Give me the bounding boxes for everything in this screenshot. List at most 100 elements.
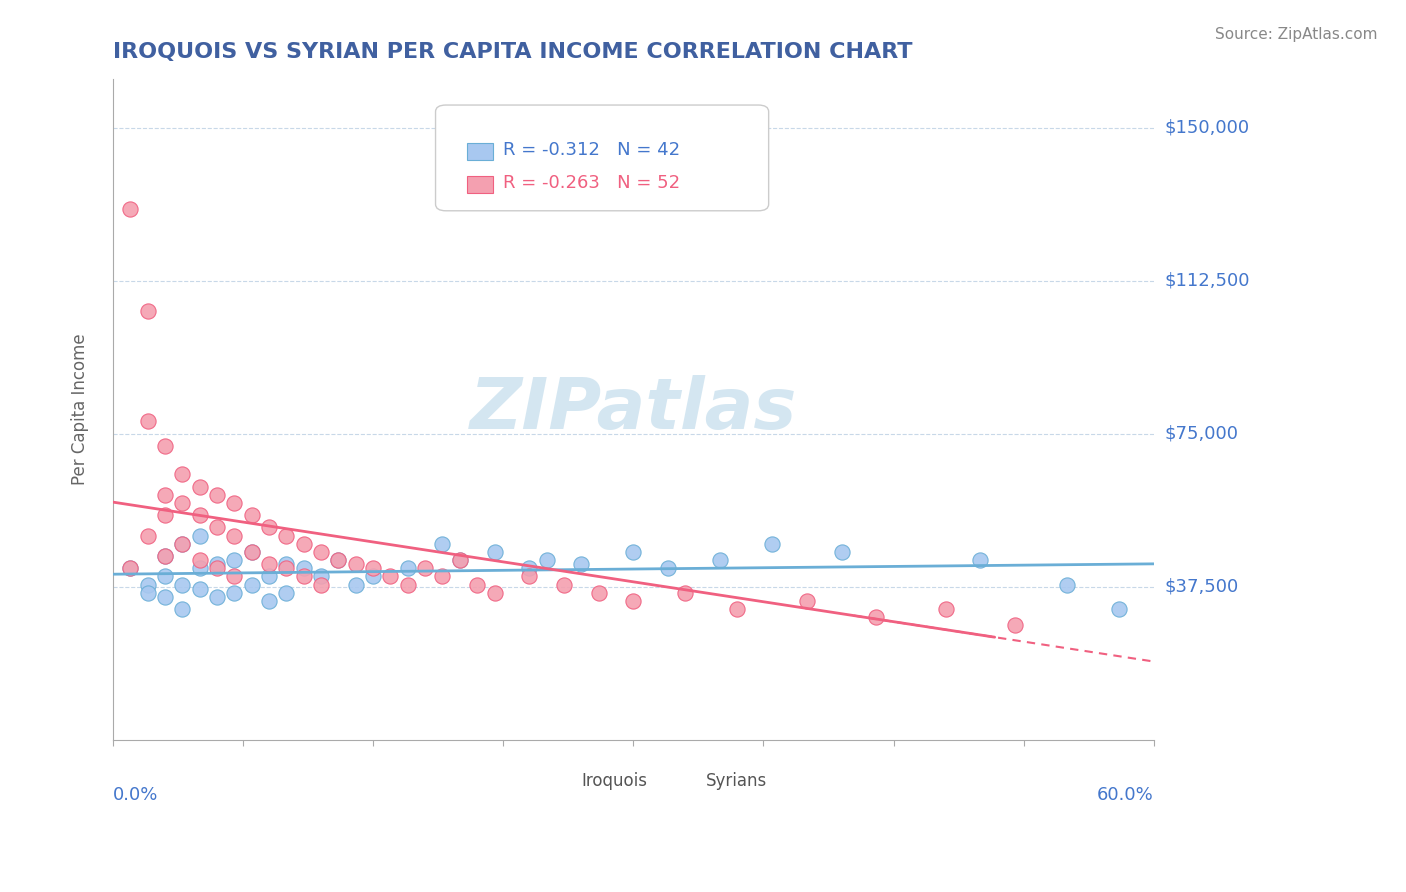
Point [517,561,540,575]
Point [657,561,679,575]
Text: $112,500: $112,500 [1166,271,1250,290]
Point [1004,618,1026,632]
Point [309,577,332,591]
Point [240,545,263,559]
Point [172,467,194,482]
Point [344,577,367,591]
Point [224,585,246,599]
Point [673,585,696,599]
FancyBboxPatch shape [467,143,492,160]
Point [257,569,280,583]
Point [465,577,488,591]
Point [1108,602,1130,616]
Point [257,557,280,571]
Point [172,496,194,510]
Point [276,528,298,542]
Point [240,545,263,559]
FancyBboxPatch shape [550,774,576,789]
Point [396,577,419,591]
Point [709,553,731,567]
Text: 60.0%: 60.0% [1097,786,1154,804]
Point [588,585,610,599]
Point [188,508,211,523]
Point [153,549,176,563]
Point [276,557,298,571]
Point [292,561,315,575]
Point [344,557,367,571]
Point [292,569,315,583]
Point [257,594,280,608]
FancyBboxPatch shape [675,774,702,789]
Point [361,569,384,583]
Point [172,537,194,551]
Text: Iroquois: Iroquois [581,772,647,790]
Point [224,553,246,567]
Text: $75,000: $75,000 [1166,425,1239,442]
Point [396,561,419,575]
Point [188,553,211,567]
Point [153,549,176,563]
Text: IROQUOIS VS SYRIAN PER CAPITA INCOME CORRELATION CHART: IROQUOIS VS SYRIAN PER CAPITA INCOME COR… [112,42,912,62]
Point [831,545,853,559]
Point [536,553,558,567]
Point [136,577,159,591]
Text: Syrians: Syrians [706,772,768,790]
Point [224,496,246,510]
Point [136,414,159,428]
Point [257,520,280,534]
Point [309,569,332,583]
Point [136,585,159,599]
Point [484,585,506,599]
Text: $150,000: $150,000 [1166,119,1250,136]
Point [172,577,194,591]
Point [188,561,211,575]
Point [796,594,818,608]
Text: R = -0.312   N = 42: R = -0.312 N = 42 [503,141,681,159]
Point [449,553,471,567]
Text: $37,500: $37,500 [1166,577,1239,596]
Point [328,553,350,567]
Point [153,439,176,453]
Point [413,561,436,575]
Text: Source: ZipAtlas.com: Source: ZipAtlas.com [1215,27,1378,42]
Point [120,561,142,575]
Point [380,569,402,583]
Point [432,537,454,551]
Point [205,520,228,534]
Point [240,508,263,523]
Point [120,561,142,575]
Point [553,577,575,591]
Point [621,545,644,559]
Point [517,569,540,583]
Point [224,569,246,583]
Point [969,553,991,567]
Y-axis label: Per Capita Income: Per Capita Income [72,334,89,485]
Point [153,488,176,502]
Point [361,561,384,575]
Point [328,553,350,567]
Point [292,537,315,551]
Point [153,569,176,583]
Point [136,528,159,542]
Point [865,610,887,624]
Point [153,590,176,604]
Point [309,545,332,559]
Point [240,577,263,591]
Point [621,594,644,608]
Point [569,557,592,571]
Point [224,528,246,542]
Point [276,561,298,575]
Point [188,528,211,542]
Point [136,304,159,318]
Point [935,602,957,616]
Point [153,508,176,523]
Point [188,480,211,494]
Point [172,537,194,551]
Text: ZIPatlas: ZIPatlas [470,375,797,443]
Text: 0.0%: 0.0% [112,786,159,804]
Point [1056,577,1078,591]
FancyBboxPatch shape [436,105,769,211]
Point [449,553,471,567]
Point [205,488,228,502]
Point [761,537,783,551]
